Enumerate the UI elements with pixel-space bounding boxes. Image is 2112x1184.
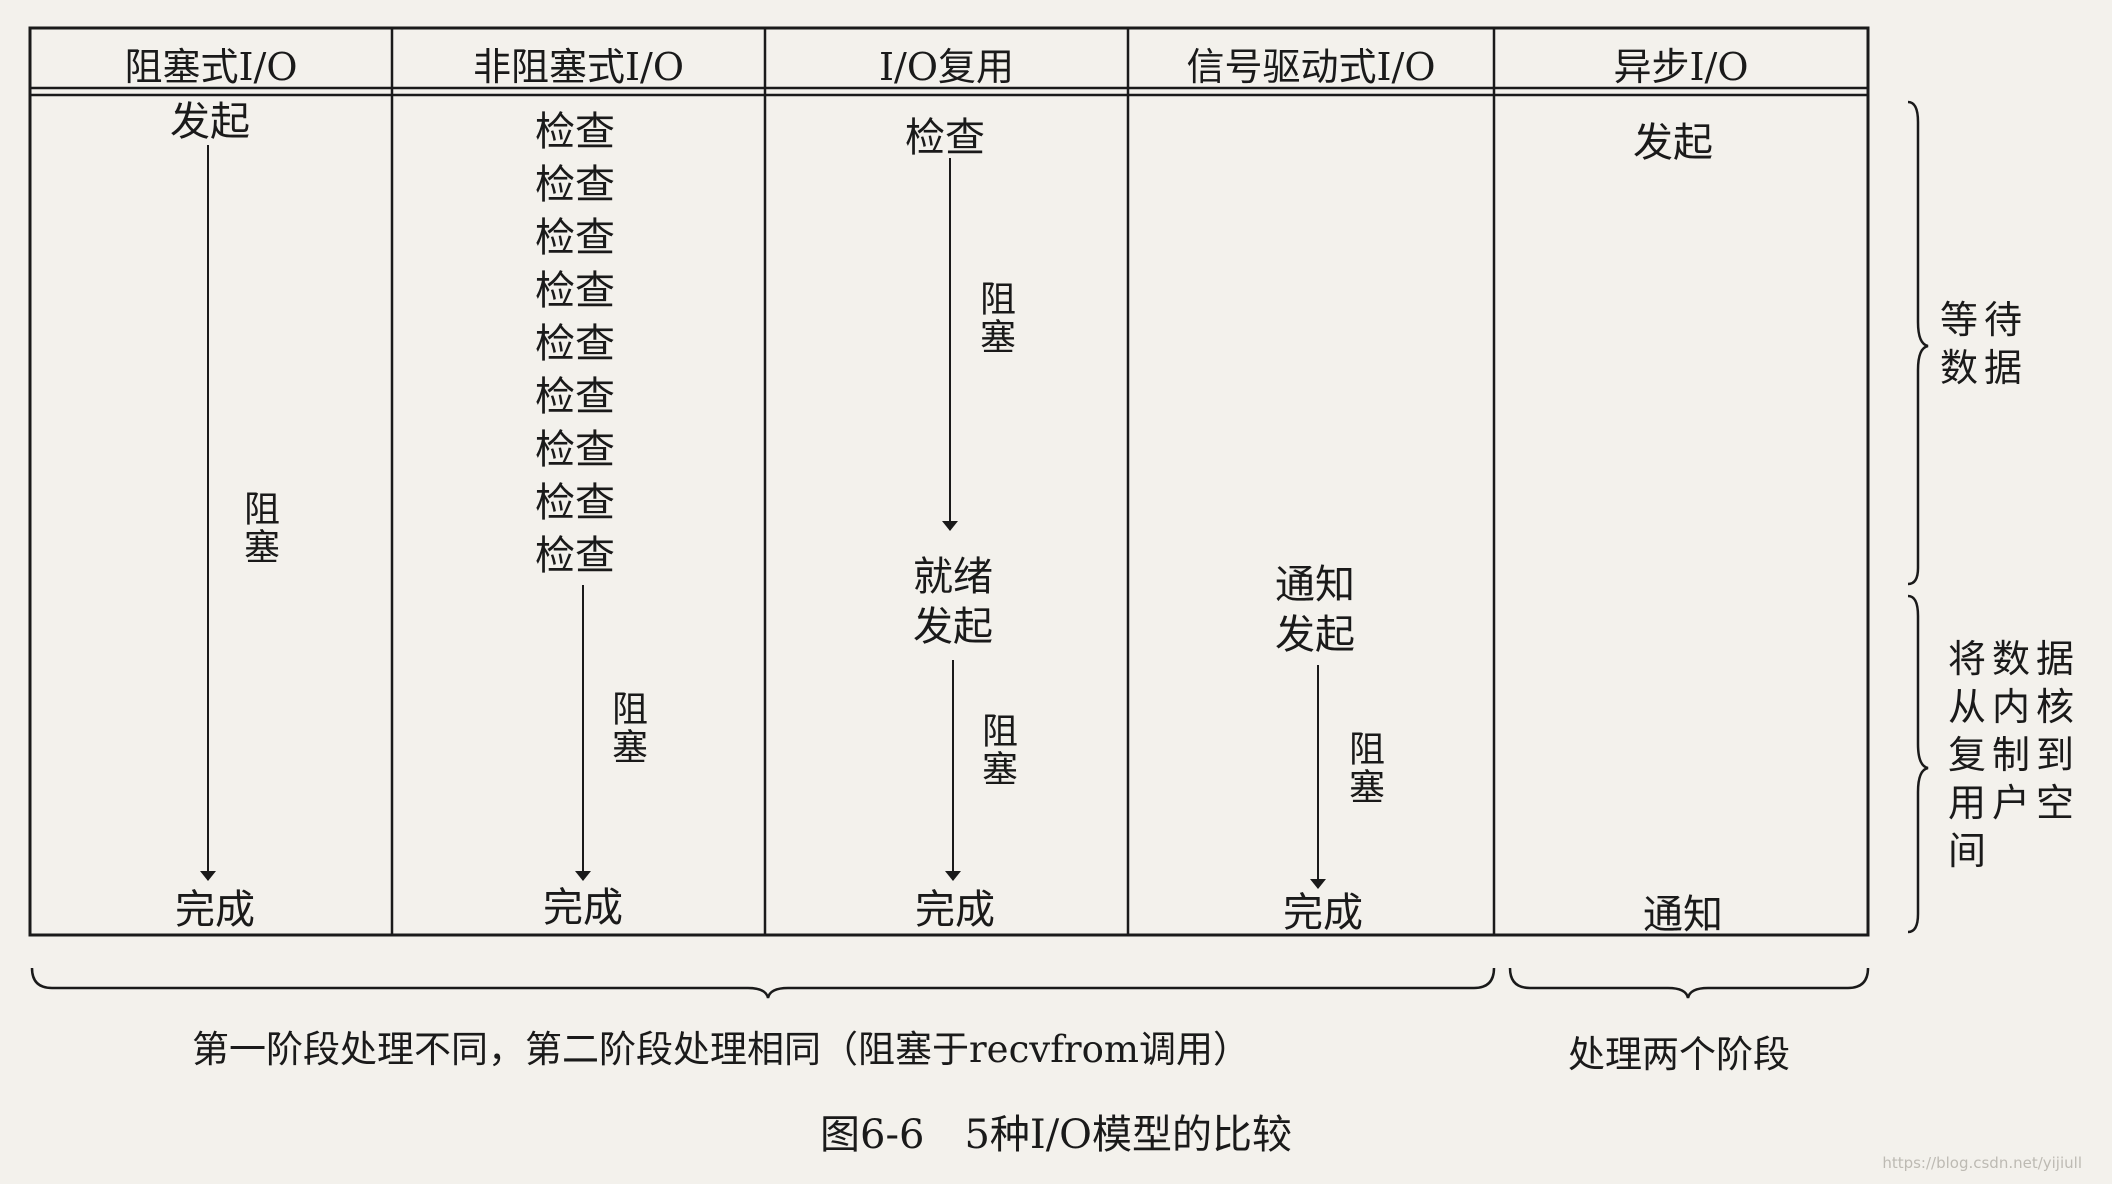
side-label-wait-data: 等待 数据: [1940, 298, 2029, 390]
figure-caption: 图6-6 5种I/O模型的比较: [820, 1112, 1292, 1158]
col5-notify-label: 通知: [1643, 892, 1723, 938]
col2-check-label: 检查: [535, 268, 615, 314]
col2-block-label: 阻塞: [606, 690, 647, 766]
col3-ready-label: 就绪: [913, 554, 993, 600]
brace-bottom-left: [30, 967, 1496, 999]
brace-bottom-right: [1508, 967, 1870, 999]
col2-done-label: 完成: [543, 885, 623, 931]
brace-copy-data: [1907, 594, 1929, 934]
col3-check-label: 检查: [905, 115, 985, 161]
col4-block-label: 阻塞: [1343, 730, 1384, 806]
col2-check-label: 检查: [535, 533, 615, 579]
col2-check-label: 检查: [535, 109, 615, 155]
col3-block-label-1: 阻塞: [974, 280, 1015, 356]
col1-done-label: 完成: [175, 887, 255, 933]
header-nonblocking-io: 非阻塞式I/O: [473, 44, 684, 89]
col3-block-label-2: 阻塞: [976, 712, 1017, 788]
table-border: [28, 26, 1870, 937]
brace-wait-data: [1907, 100, 1929, 586]
col2-check-label: 检查: [535, 162, 615, 208]
col4-done-label: 完成: [1283, 890, 1363, 936]
col1-start-label: 发起: [170, 99, 250, 145]
side-label-copy-data: 将数据 从内核 复制到 用户空 间: [1948, 637, 2081, 873]
bottom-label-right: 处理两个阶段: [1568, 1033, 1790, 1076]
col3-done-label: 完成: [915, 887, 995, 933]
header-io-multiplexing: I/O复用: [879, 44, 1014, 89]
col2-check-label: 检查: [535, 374, 615, 420]
col4-notify-label: 通知: [1275, 562, 1355, 608]
header-async-io: 异步I/O: [1613, 44, 1749, 89]
col1-block-label: 阻塞: [238, 490, 279, 566]
col3-start-label: 发起: [913, 604, 993, 650]
watermark: https://blog.csdn.net/yijiull: [1882, 1154, 2082, 1172]
col2-check-label: 检查: [535, 480, 615, 526]
col2-check-label: 检查: [535, 427, 615, 473]
header-signal-driven-io: 信号驱动式I/O: [1186, 44, 1436, 89]
bottom-label-left: 第一阶段处理不同，第二阶段处理相同（阻塞于recvfrom调用）: [192, 1028, 1250, 1071]
col4-start-label: 发起: [1275, 612, 1355, 658]
col2-check-label: 检查: [535, 321, 615, 367]
col2-check-label: 检查: [535, 215, 615, 261]
col5-start-label: 发起: [1633, 120, 1713, 166]
header-blocking-io: 阻塞式I/O: [124, 44, 298, 89]
